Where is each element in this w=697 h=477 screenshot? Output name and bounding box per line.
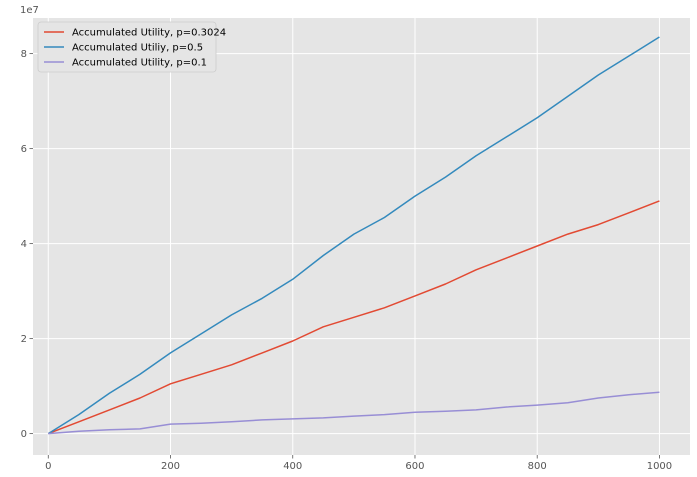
x-tick-label: 200 [161, 461, 180, 472]
series-line [48, 391, 660, 435]
y-tick-label: 2 [21, 334, 27, 345]
x-tick-label: 800 [528, 461, 547, 472]
y-tick-label: 4 [21, 239, 27, 250]
legend-box [37, 21, 217, 73]
legend: Accumulated Utility, p=0.3024 Accumulated… [37, 21, 226, 73]
x-tick-label: 400 [283, 461, 302, 472]
legend-label: Accumulated Utility, p=0.3024 [72, 28, 226, 39]
x-tick-label: 1000 [647, 461, 672, 472]
y-tick-label: 0 [21, 429, 27, 440]
y-tick-label: 6 [21, 144, 27, 155]
series-line [48, 200, 660, 435]
series-lines [47, 36, 660, 435]
plot-area [33, 18, 690, 455]
y-axis-ticks: 0 2 4 6 8 [21, 49, 33, 440]
series-line [47, 36, 660, 435]
x-axis-ticks: 0 200 400 600 800 1000 [45, 455, 672, 472]
x-tick-label: 600 [405, 461, 424, 472]
x-tick-label: 0 [45, 461, 51, 472]
legend-label: Accumulated Utility, p=0.1 [72, 58, 207, 69]
legend-label: Accumulated Utiliy, p=0.5 [72, 43, 203, 54]
y-tick-label: 8 [21, 49, 27, 60]
y-axis-offset-label: 1e7 [20, 5, 39, 16]
